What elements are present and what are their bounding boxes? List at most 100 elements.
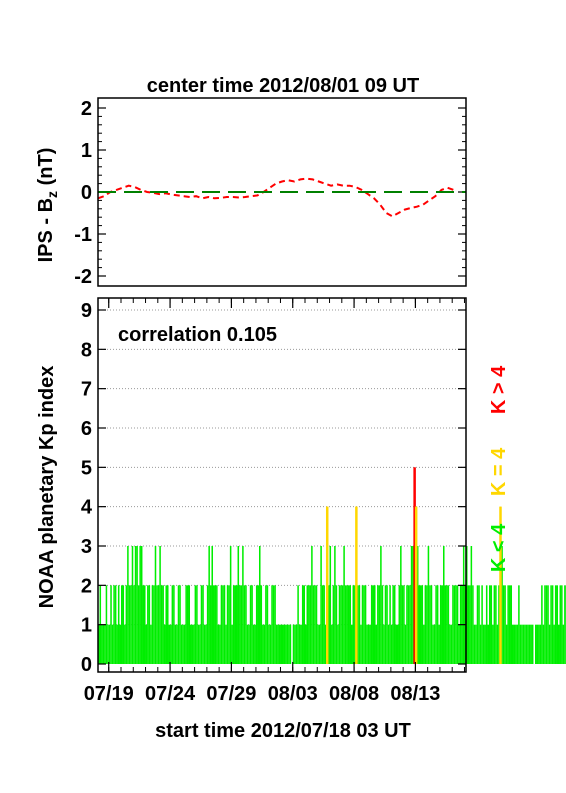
kp-bar (407, 585, 410, 664)
kp-bar (542, 624, 545, 664)
kp-bar (404, 624, 407, 664)
kp-bar (300, 624, 302, 664)
kp-bar (541, 585, 543, 664)
kp-bar (510, 585, 512, 664)
kp-y-tick-label: 9 (81, 300, 92, 322)
kp-bar (374, 585, 376, 664)
kp-bar (111, 624, 114, 664)
kp-bar (160, 585, 163, 664)
kp-bar (202, 585, 204, 664)
kp-bar (139, 546, 141, 664)
kp-bar (432, 624, 434, 664)
kp-bar (144, 585, 146, 664)
kp-bar (177, 585, 180, 664)
chart-title: center time 2012/08/01 09 UT (147, 75, 419, 97)
kp-bar (277, 624, 279, 664)
ips-bz-y-tick: -1 (74, 224, 466, 269)
kp-bar (170, 624, 172, 664)
kp-x-tick-label: 07/19 (84, 683, 134, 705)
kp-y-ticks: 0 1 2 3 4 5 6 7 8 9 (81, 300, 466, 676)
kp-bar (531, 624, 534, 664)
kp-bar (183, 624, 186, 664)
ips-bz-y-tick-label: 0 (81, 182, 92, 204)
kp-y-tick: 0 (81, 654, 466, 676)
kp-bar (515, 624, 517, 664)
kp-bar (222, 585, 224, 664)
kp-bar (190, 624, 192, 664)
kp-bar (283, 624, 286, 664)
kp-bar (421, 585, 424, 664)
kp-bar (364, 585, 367, 664)
kp-bar (441, 585, 443, 664)
kp-bar (478, 585, 480, 664)
kp-bar (167, 585, 169, 664)
kp-bar (142, 585, 144, 664)
kp-bar (108, 624, 111, 664)
kp-bar (556, 585, 558, 664)
kp-bar (220, 585, 223, 664)
kp-bar (553, 624, 555, 664)
legend-entry: K < 4 (488, 523, 510, 572)
kp-bar (153, 585, 155, 664)
kp-legend: K < 4 K = 4 K > 4 (488, 365, 510, 572)
kp-bar (519, 624, 522, 664)
kp-bar (551, 585, 554, 664)
kp-bar (496, 624, 499, 664)
kp-bar (329, 546, 332, 664)
kp-bar (209, 585, 212, 664)
kp-bar (176, 624, 178, 664)
kp-bar (179, 585, 181, 664)
kp-bar (343, 546, 345, 664)
kp-bar (484, 624, 486, 664)
kp-bar (136, 546, 138, 664)
kp-bar (104, 624, 106, 664)
kp-bar (366, 624, 368, 664)
kp-bar (472, 585, 474, 664)
kp-bar (378, 585, 381, 664)
kp-bar (303, 585, 305, 664)
kp-bar (522, 624, 525, 664)
kp-bar (505, 624, 508, 664)
kp-bar (384, 585, 387, 664)
kp-bar (137, 585, 140, 664)
kp-bar (295, 624, 298, 664)
kp-bar (193, 624, 195, 664)
kp-bar (140, 546, 143, 664)
kp-bar (174, 624, 177, 664)
kp-bar (297, 585, 299, 664)
kp-bar (395, 624, 397, 664)
kp-bar (476, 585, 479, 664)
kp-y-tick-label: 7 (81, 379, 92, 401)
kp-bar (456, 585, 459, 664)
kp-bar (119, 624, 121, 664)
kp-bar (458, 624, 460, 664)
kp-x-tick-label: 08/13 (390, 683, 440, 705)
kp-bar (528, 624, 531, 664)
kp-bar (251, 585, 253, 664)
kp-bar (171, 585, 174, 664)
kp-bar (200, 585, 203, 664)
kp-y-tick-label: 0 (81, 654, 92, 676)
kp-bar (262, 624, 264, 664)
kp-bar (545, 585, 548, 664)
kp-y-tick: 2 (81, 575, 466, 597)
kp-bar (182, 624, 184, 664)
kp-bar (406, 585, 408, 664)
kp-bar (191, 624, 194, 664)
kp-bar (453, 585, 456, 664)
kp-bar (386, 585, 388, 664)
kp-bar (427, 546, 430, 664)
kp-bar (495, 585, 497, 664)
kp-bar (493, 585, 496, 664)
kp-bar (361, 585, 364, 664)
kp-bar (397, 624, 399, 664)
kp-bar (214, 585, 217, 664)
kp-bar (205, 624, 207, 664)
kp-bar (285, 624, 287, 664)
kp-bar (266, 585, 269, 664)
kp-bar (363, 585, 365, 664)
kp-bar (400, 546, 402, 664)
kp-bar (236, 585, 238, 664)
kp-bar (154, 546, 157, 664)
kp-bar (548, 624, 551, 664)
